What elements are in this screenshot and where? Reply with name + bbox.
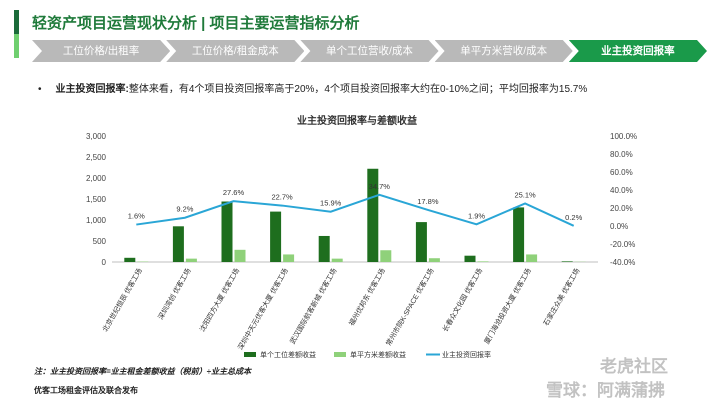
y-right-tick-label: 0.0% [610, 222, 628, 231]
roi-data-label: 1.6% [128, 212, 145, 221]
category-label: 武汉国际航客新城 优客工场 [288, 267, 339, 346]
legend-swatch [244, 352, 256, 357]
category-label: 厦门海沧投资大厦 优客工场 [482, 267, 533, 346]
roi-combo-chart: 0 500 1,000 1,500 2,000 2,500 3,000 -40.0% -20.0… [86, 132, 637, 359]
title-accent-bar [14, 10, 19, 58]
summary-line: • 业主投资回报率:整体来看，有4个项目投资回报率高于20%，4个项目投资回报率大… [38, 80, 587, 95]
bar-desk-profit [318, 235, 330, 262]
bullet: • [38, 84, 42, 95]
line-owner-roi [136, 193, 575, 227]
bar-sqm-profit [283, 254, 295, 262]
bar-desk-profit [367, 168, 379, 262]
bar-sqm-profit [185, 258, 197, 262]
tab-owner-roi[interactable]: 业主投资回报率 [569, 40, 707, 62]
page-title: 轻资产项目运营现状分析 | 项目主要运营指标分析 [32, 15, 360, 32]
category-label: 石家庄众美 优客工场 [541, 267, 581, 328]
y-right-tick-label: 40.0% [610, 186, 633, 195]
bar-desk-profit [270, 211, 282, 262]
y-right-tick-label: -20.0% [610, 240, 635, 249]
bar-desk-profit [221, 201, 233, 262]
y-left-tick-label: 500 [93, 237, 107, 246]
legend-label: 单平方米差额收益 [350, 350, 406, 359]
y-right-tick-label: 60.0% [610, 168, 633, 177]
roi-data-label: 34.7% [369, 182, 391, 191]
bar-sqm-profit [331, 258, 343, 262]
category-label: 北京世纪恒辰 优客工场 [100, 267, 144, 334]
roi-data-label: 22.7% [271, 193, 293, 202]
tab-sqm-revenue-cost[interactable]: 单平方米营收/成本 [435, 40, 573, 62]
footnote: 注：业主投资回报率=业主租金差额收益（税前）÷业主总成本 [34, 367, 252, 376]
legend-label: 业主投资回报率 [442, 350, 491, 359]
bar-desk-profit [561, 261, 573, 262]
roi-data-label: 9.2% [176, 205, 193, 214]
bar-sqm-profit [380, 250, 392, 262]
category-label: 福州优邦东 优客工场 [347, 267, 387, 328]
category-label: 深圳湾创 优客工场 [156, 267, 193, 322]
y-left-tick-label: 1,500 [86, 195, 107, 204]
category-label: 长春众文化园 优客工场 [440, 267, 484, 334]
y-right-tick-label: -40.0% [610, 258, 635, 267]
bar-desk-profit [124, 257, 136, 262]
y-right-tick-label: 80.0% [610, 150, 633, 159]
y-left-tick-label: 2,000 [86, 174, 107, 183]
bar-desk-profit [172, 226, 184, 262]
roi-data-label: 0.2% [565, 213, 582, 222]
legend-swatch [334, 352, 346, 357]
roi-data-label: 25.1% [514, 190, 536, 199]
y-left-tick-label: 0 [102, 258, 107, 267]
bar-sqm-profit [477, 261, 489, 262]
tab-price-occupancy[interactable]: 工位价格/出租率 [32, 40, 170, 62]
category-label: 沈阳四方大厦 优客工场 [197, 267, 241, 334]
summary-label: 业主投资回报率: [55, 84, 129, 95]
bar-sqm-profit [234, 249, 246, 262]
bar-sqm-profit [526, 254, 538, 262]
bar-desk-profit [415, 222, 427, 262]
source-note: 优客工场租金评估及联合发布 [34, 386, 138, 395]
y-right-tick-label: 20.0% [610, 204, 633, 213]
roi-data-label: 27.6% [223, 188, 245, 197]
summary-text: 整体来看，有4个项目投资回报率高于20%，4个项目投资回报率大约在0-10%之间… [128, 84, 588, 95]
chart-title: 业主投资回报率与差额收益 [297, 116, 417, 127]
tab-price-rent-cost[interactable]: 工位价格/租金成本 [166, 40, 304, 62]
y-right-tick-label: 100.0% [610, 132, 637, 141]
y-left-tick-label: 2,500 [86, 153, 107, 162]
bar-desk-profit [513, 207, 525, 262]
y-left-tick-label: 1,000 [86, 216, 107, 225]
roi-data-label: 1.9% [468, 211, 485, 220]
category-label: 常州市院K-SPACE 优客工场 [384, 267, 436, 348]
bar-sqm-profit [428, 258, 440, 262]
legend-label: 单个工位差额收益 [260, 350, 316, 359]
tab-desk-revenue-cost[interactable]: 单个工位营收/成本 [300, 40, 438, 62]
tab-bar: 工位价格/出租率 工位价格/租金成本 单个工位营收/成本 单平方米营收/成本 业… [32, 40, 703, 62]
category-label: 深圳中天元优客大厦 优客工场 [236, 267, 290, 352]
roi-data-label: 17.8% [417, 197, 439, 206]
y-left-tick-label: 3,000 [86, 132, 107, 141]
watermark-text: 雪球：阿满蒲拂 [546, 381, 665, 400]
bar-desk-profit [464, 255, 476, 262]
watermark-text: 老虎社区 [600, 357, 668, 376]
roi-data-label: 15.9% [320, 199, 342, 208]
